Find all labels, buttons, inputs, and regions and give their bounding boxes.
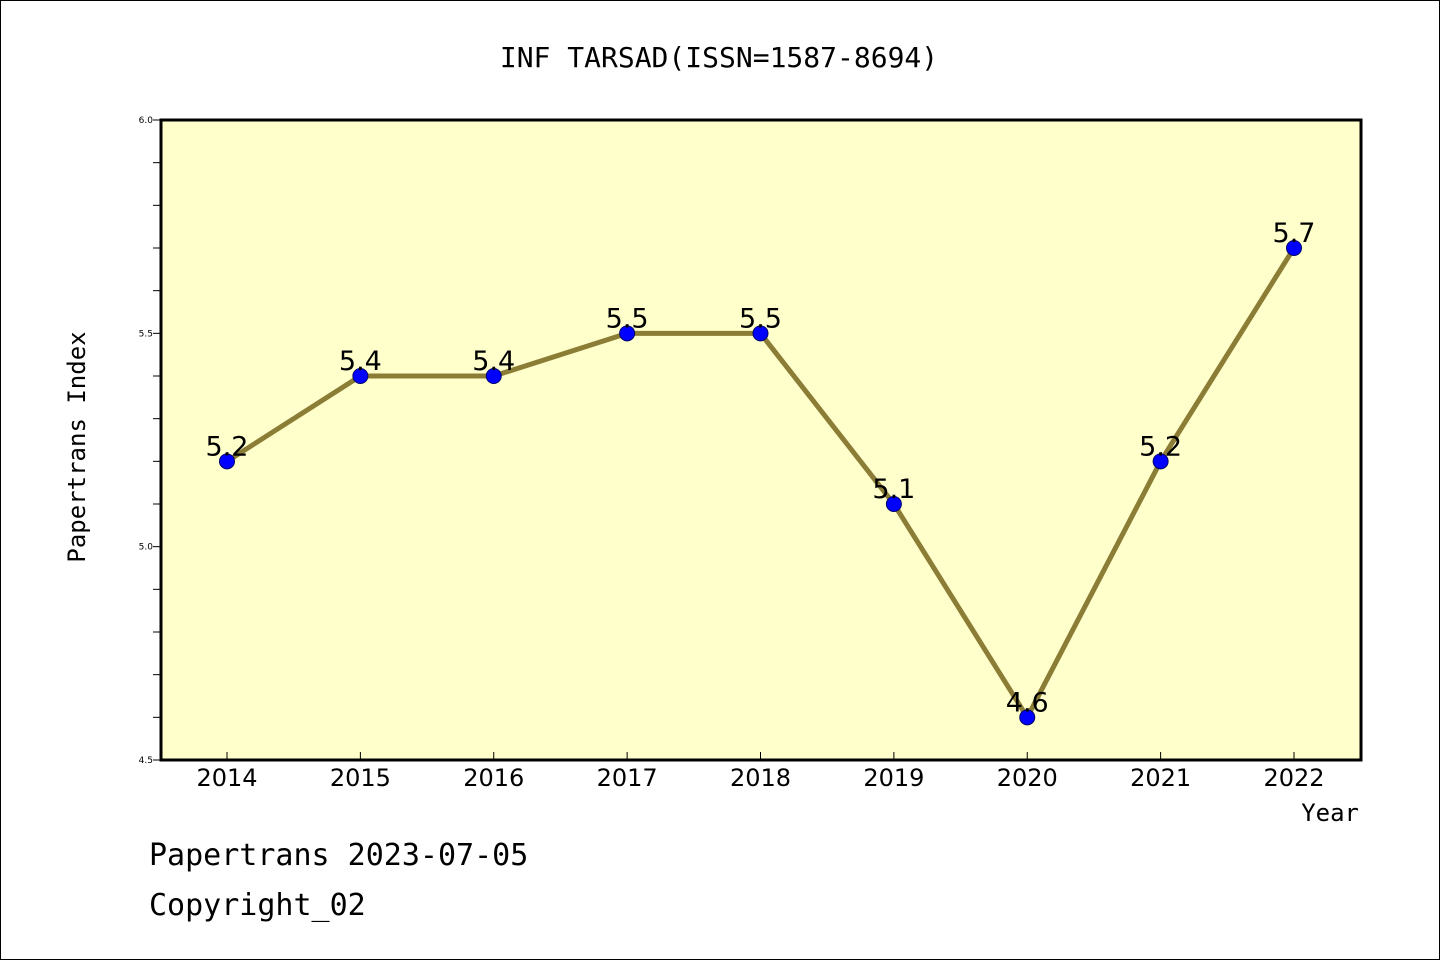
y-tick-label: 5.5 xyxy=(139,329,153,339)
data-label-group: 5.2 5.4 5.4 5.5 5.5 5.1 4.6 5.2 5.7 xyxy=(206,218,1316,718)
x-tick-label: 2019 xyxy=(863,764,924,792)
y-tick-label: 4.5 xyxy=(139,756,153,766)
plot-area xyxy=(159,118,1363,762)
data-label: 5.2 xyxy=(206,431,249,462)
data-label: 5.5 xyxy=(606,303,649,334)
data-label: 5.4 xyxy=(339,346,382,377)
x-axis: 2014 2015 2016 2017 2018 2019 2020 2021 2022 xyxy=(196,752,1325,792)
x-tick-label: 2015 xyxy=(330,764,391,792)
data-point xyxy=(619,325,636,342)
chart-title: INF TARSAD(ISSN=1587-8694) xyxy=(500,41,938,74)
data-point xyxy=(752,325,769,342)
x-axis-label: Year xyxy=(1301,799,1359,827)
data-label: 5.1 xyxy=(872,474,915,505)
data-point xyxy=(1019,709,1036,726)
x-tick-label: 2022 xyxy=(1263,764,1324,792)
x-tick-label: 2018 xyxy=(730,764,791,792)
data-label: 5.4 xyxy=(472,346,515,377)
y-tick-label: 5.0 xyxy=(139,543,154,553)
y-axis: 4.5 5.0 5.5 6.0 xyxy=(139,116,161,766)
data-point xyxy=(352,368,369,384)
x-tick-label: 2016 xyxy=(463,764,524,792)
footer-copyright-text: Copyright_02 xyxy=(149,888,366,923)
data-label: 5.5 xyxy=(739,303,782,334)
data-label: 5.2 xyxy=(1139,431,1182,462)
data-label: 4.6 xyxy=(1006,687,1049,718)
data-label: 5.7 xyxy=(1273,218,1316,249)
data-point xyxy=(1286,240,1302,256)
x-tick-label: 2017 xyxy=(597,764,658,792)
data-point xyxy=(219,453,235,470)
y-tick-label: 6.0 xyxy=(139,116,154,126)
y-axis-label: Papertrans Index xyxy=(63,331,91,562)
data-point xyxy=(885,496,902,512)
marker-group xyxy=(219,240,1302,726)
x-tick-label: 2020 xyxy=(997,764,1058,792)
data-point xyxy=(485,368,502,384)
footer-date-text: Papertrans 2023-07-05 xyxy=(149,838,528,873)
x-tick-label: 2014 xyxy=(196,764,257,792)
data-point xyxy=(1152,453,1169,470)
x-tick-label: 2021 xyxy=(1130,764,1191,792)
